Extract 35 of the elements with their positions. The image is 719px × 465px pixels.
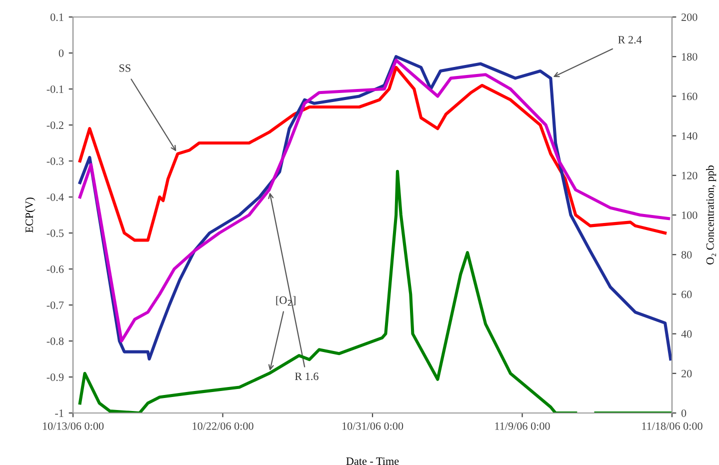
y2-tick-label: 140 [682, 132, 698, 140]
y-tick-label: -0.2 [46, 121, 64, 130]
y2-tick-label: 80 [681, 251, 692, 259]
x-tick-label: 10/13/06 0:00 [42, 422, 104, 430]
x-tick-label: 11/9/06 0:00 [495, 422, 550, 430]
annotation: R 1.6 [294, 372, 318, 380]
y-tick-label: -0.4 [46, 193, 64, 202]
annotation: R 2.4 [618, 36, 642, 44]
y-tick-label: -0.1 [46, 85, 64, 94]
x-tick-label: 10/31/06 0:00 [342, 422, 404, 430]
y-axis-title: ECP(V) [25, 198, 36, 233]
y-tick-label: -0.8 [46, 337, 64, 346]
y2-tick-label: 20 [682, 370, 692, 378]
y2-tick-label: 160 [682, 92, 698, 100]
y2-tick-label: 120 [682, 172, 698, 180]
y2-tick-label: 40 [681, 330, 692, 338]
x-tick-label: 11/18/06 0:00 [642, 422, 702, 430]
y-tick-label: -0.5 [46, 229, 64, 238]
y-tick-label: 0.1 [50, 13, 64, 22]
y2-tick-label: 100 [682, 211, 698, 219]
x-axis-title: Date - Time [346, 457, 399, 465]
y2-tick-label: 0 [681, 409, 686, 417]
y-tick-label: -0.6 [46, 265, 64, 274]
y-tick-label: -0.3 [46, 157, 64, 166]
x-tick-label: 10/22/06 0:00 [192, 422, 254, 430]
y-tick-label: 0 [58, 49, 64, 57]
y2-tick-label: 200 [682, 13, 698, 21]
annotation: [O$_{2}$] [276, 296, 296, 306]
y2-tick-label: 60 [682, 290, 692, 298]
y2-tick-label: 180 [682, 53, 698, 61]
y2-axis-title: O₂ Concentration, ppb [706, 166, 716, 264]
y-tick-label: -0.7 [46, 301, 64, 310]
y-tick-label: -0.9 [46, 373, 64, 382]
y-tick-label: -1 [55, 410, 64, 417]
annotation: SS [119, 64, 130, 72]
